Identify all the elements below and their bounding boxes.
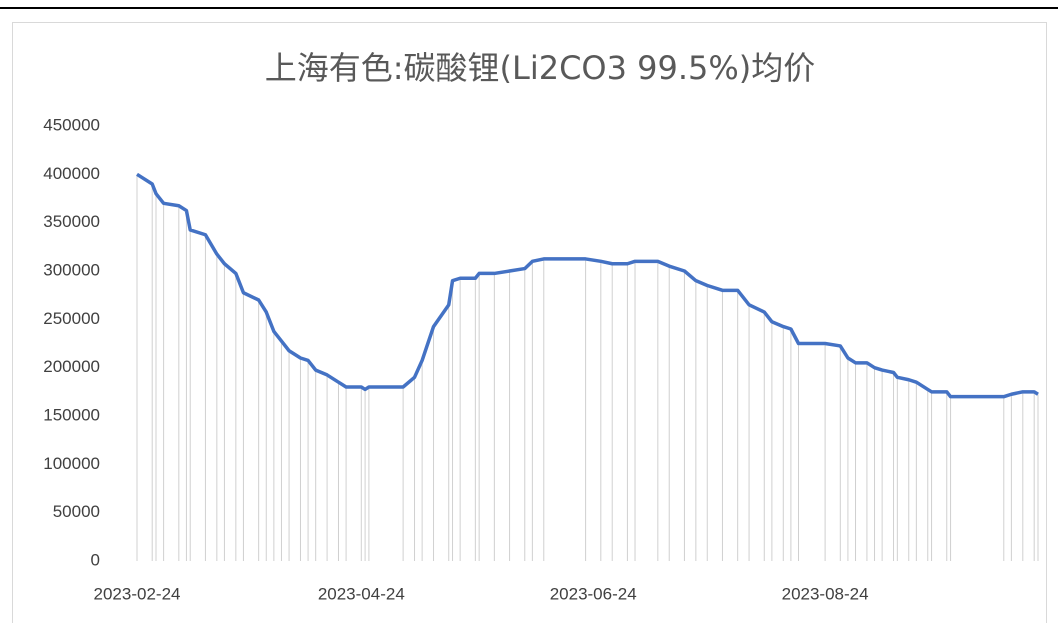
x-tick-label: 2023-06-24 [550,584,637,603]
y-tick-label: 50000 [53,502,100,521]
y-tick-label: 200000 [43,357,100,376]
x-tick-label: 2023-08-24 [782,584,869,603]
chart-frame [12,22,1047,627]
y-tick-label: 400000 [43,164,100,183]
y-tick-label: 150000 [43,405,100,424]
y-tick-label: 100000 [43,454,100,473]
y-tick-label: 250000 [43,309,100,328]
line-series [136,172,1039,399]
y-tick-label: 300000 [43,260,100,279]
y-tick-label: 0 [91,550,100,569]
x-tick-label: 2023-04-24 [318,584,405,603]
x-tick-label: 2023-02-24 [94,584,181,603]
y-tick-label: 350000 [43,212,100,231]
chart-title: 上海有色:碳酸锂(Li2CO3 99.5%)均价 [265,49,816,87]
y-tick-label: 450000 [43,115,100,134]
